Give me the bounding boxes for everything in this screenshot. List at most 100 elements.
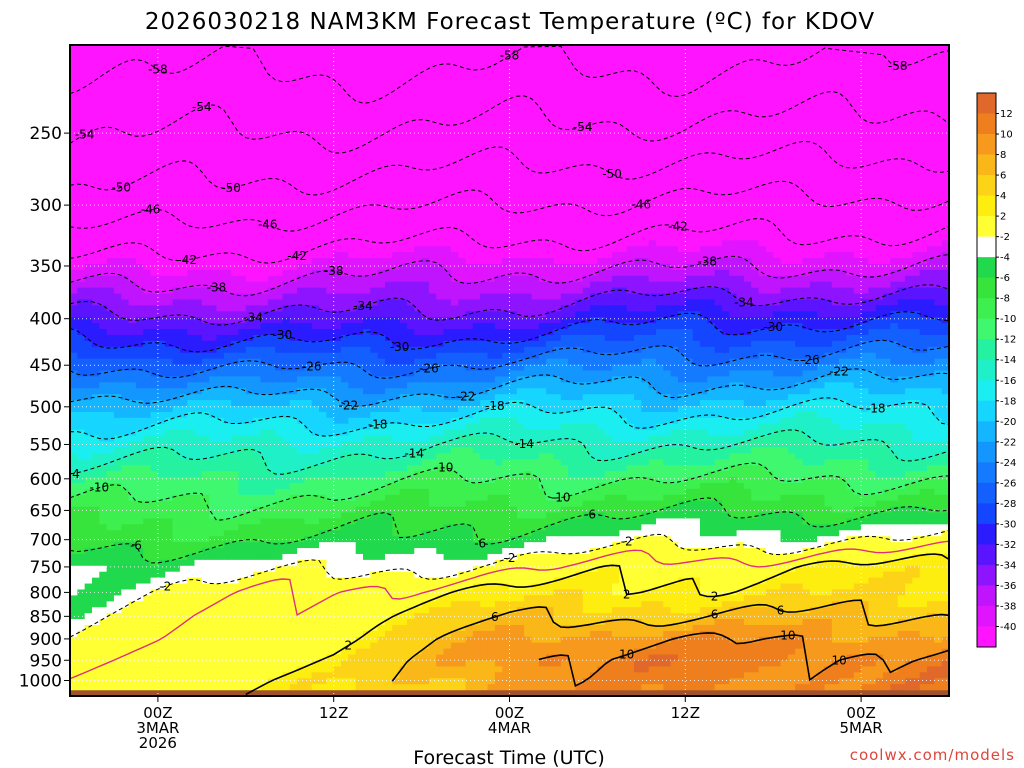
- field-cell: [231, 116, 240, 123]
- field-cell: [743, 68, 752, 76]
- field-cell: [84, 86, 93, 93]
- field-cell: [245, 175, 254, 182]
- field-cell: [546, 92, 555, 99]
- field-cell: [450, 204, 459, 212]
- field-cell: [560, 62, 569, 70]
- field-cell: [736, 68, 745, 76]
- field-cell: [384, 45, 393, 52]
- field-cell: [509, 198, 518, 206]
- field-cell: [677, 163, 686, 170]
- field-cell: [560, 258, 569, 265]
- field-cell: [304, 263, 313, 271]
- field-cell: [370, 281, 379, 289]
- field-cell: [890, 110, 899, 117]
- field-cell: [809, 110, 818, 117]
- field-cell: [458, 45, 467, 52]
- field-cell: [765, 187, 774, 194]
- field-cell: [348, 139, 357, 147]
- field-cell: [685, 181, 694, 188]
- field-cell: [575, 234, 584, 241]
- field-cell: [575, 175, 584, 182]
- field-cell: [106, 62, 115, 70]
- field-cell: [905, 151, 913, 159]
- field-cell: [121, 246, 130, 253]
- field-cell: [502, 133, 511, 141]
- field-cell: [216, 145, 225, 153]
- field-cell: [795, 181, 804, 188]
- field-cell: [619, 169, 628, 176]
- field-cell: [905, 240, 913, 247]
- field-cell: [384, 121, 393, 129]
- field-cell: [509, 56, 518, 64]
- field-cell: [809, 116, 818, 123]
- field-cell: [348, 258, 357, 265]
- field-cell: [304, 234, 313, 241]
- field-cell: [729, 92, 738, 99]
- field-cell: [384, 269, 393, 277]
- field-cell: [795, 121, 804, 129]
- field-cell: [179, 198, 188, 206]
- field-cell: [861, 151, 870, 159]
- field-cell: [641, 121, 650, 129]
- field-cell: [575, 222, 584, 230]
- field-cell: [311, 157, 320, 164]
- field-cell: [201, 275, 210, 283]
- field-cell: [795, 68, 804, 76]
- field-cell: [487, 157, 496, 164]
- field-cell: [868, 216, 877, 224]
- field-cell: [143, 216, 152, 224]
- field-cell: [802, 275, 811, 283]
- field-cell: [568, 234, 577, 241]
- field-cell: [699, 228, 708, 235]
- field-cell: [692, 74, 701, 82]
- field-cell: [590, 198, 598, 206]
- field-cell: [216, 192, 225, 200]
- field-cell: [560, 252, 569, 259]
- field-cell: [538, 56, 547, 64]
- field-cell: [201, 252, 210, 259]
- field-cell: [363, 127, 371, 135]
- field-cell: [106, 127, 115, 135]
- field-cell: [363, 86, 371, 93]
- field-cell: [692, 198, 701, 206]
- field-cell: [897, 234, 906, 241]
- field-cell: [157, 62, 166, 70]
- field-cell: [121, 92, 130, 99]
- field-cell: [524, 181, 533, 188]
- field-cell: [699, 45, 708, 52]
- field-cell: [582, 139, 591, 147]
- field-cell: [267, 246, 276, 253]
- field-cell: [399, 275, 408, 283]
- field-cell: [77, 216, 86, 224]
- field-cell: [143, 198, 152, 206]
- field-cell: [458, 98, 467, 105]
- field-cell: [370, 86, 379, 93]
- field-cell: [912, 252, 921, 259]
- field-cell: [868, 104, 877, 111]
- field-cell: [421, 133, 430, 141]
- field-cell: [912, 240, 921, 247]
- field-cell: [531, 187, 540, 194]
- field-cell: [91, 145, 100, 153]
- field-cell: [919, 92, 928, 99]
- field-cell: [743, 50, 752, 58]
- field-cell: [179, 175, 188, 182]
- field-cell: [406, 92, 415, 99]
- field-cell: [311, 275, 320, 283]
- field-cell: [875, 258, 884, 265]
- field-cell: [304, 228, 313, 235]
- field-cell: [758, 263, 767, 271]
- field-cell: [780, 74, 789, 82]
- field-cell: [157, 263, 166, 271]
- field-cell: [113, 74, 122, 82]
- field-cell: [201, 163, 210, 170]
- field-cell: [165, 116, 174, 123]
- field-cell: [699, 281, 708, 289]
- field-cell: [751, 246, 760, 253]
- field-cell: [919, 157, 928, 164]
- field-cell: [795, 50, 804, 58]
- field-cell: [538, 210, 547, 218]
- field-cell: [560, 163, 569, 170]
- field-cell: [546, 281, 555, 289]
- field-cell: [502, 92, 511, 99]
